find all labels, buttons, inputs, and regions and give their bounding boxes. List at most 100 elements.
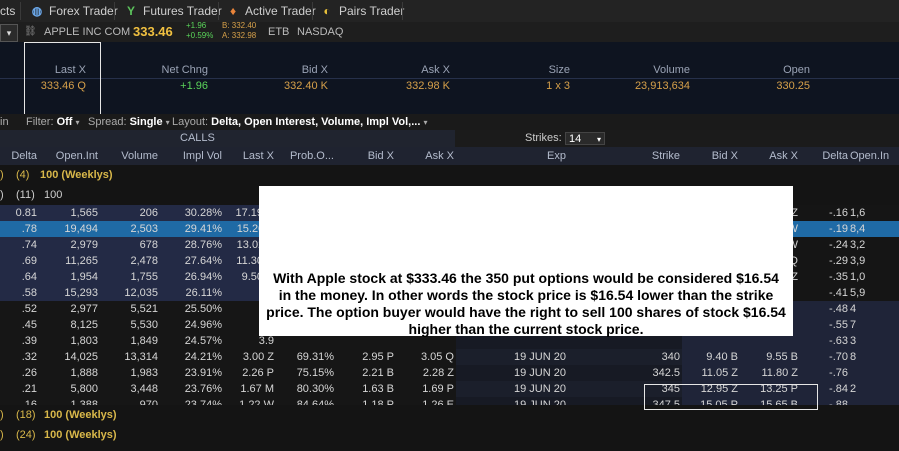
table-cell: 2,478 (130, 255, 158, 267)
col-put-ask[interactable]: Ask X (769, 150, 798, 162)
table-cell: 5,521 (130, 303, 158, 315)
table-cell: 3.05 Q (420, 351, 454, 363)
strikes-select[interactable]: 14 ▾ (565, 132, 605, 145)
table-cell: .26 (21, 367, 37, 379)
quote-header-bid: Bid X (301, 64, 328, 76)
chevron-down-icon: ▾ (423, 118, 428, 127)
table-cell: 5,800 (70, 383, 98, 395)
col-put-bid[interactable]: Bid X (711, 150, 738, 162)
table-row[interactable]: .39 1,803 1,849 24.57% 3.9 -.63 3 (0, 333, 899, 349)
table-cell: 9.55 B (766, 351, 798, 363)
col-put-delta[interactable]: Delta (822, 150, 848, 162)
symbol-dropdown[interactable]: ▾ (0, 24, 18, 42)
expand-icon: ) (0, 409, 4, 421)
table-cell: 4 (850, 303, 857, 315)
filter-bar: in Filter: Off ▾ Spread: Single ▾ Layout… (0, 114, 899, 131)
link-icon[interactable]: ⛓ (24, 26, 37, 37)
table-cell: 12.95 Z (700, 383, 738, 395)
col-strike[interactable]: Strike (651, 150, 680, 162)
table-cell (850, 365, 899, 381)
col-open-int[interactable]: Open.Int (55, 150, 98, 162)
col-call-ask[interactable]: Ask X (425, 150, 454, 162)
table-cell: 2.95 P (362, 351, 394, 363)
table-row[interactable]: .32 14,025 13,314 24.21% 3.00 Z 69.31% 2.95 P 3… (0, 349, 899, 365)
strikes-value: 14 (569, 133, 582, 145)
table-cell: 14,025 (64, 351, 98, 363)
col-exp[interactable]: Exp (547, 150, 566, 162)
table-cell: 13,314 (124, 351, 158, 363)
chevron-down-icon: ▾ (75, 118, 80, 127)
net-change-pct: +0.59% (186, 31, 214, 40)
quote-header-ask: Ask X (421, 64, 450, 76)
table-row[interactable]: .21 5,800 3,448 23.76% 1.67 M 80.30% 1.63 B 1.6… (0, 381, 899, 397)
table-cell: .69 (21, 255, 37, 267)
expiration-group[interactable]: ) (4) 100 (Weeklys) (0, 165, 899, 185)
table-cell: 2.26 P (242, 367, 274, 379)
table-cell: 29.41% (184, 223, 222, 235)
table-cell: 11,265 (65, 255, 98, 267)
col-last[interactable]: Last X (242, 150, 274, 162)
table-cell: -.16 (829, 207, 848, 219)
group-label: 100 (Weeklys) (44, 409, 117, 421)
table-cell: 24.96% (184, 319, 222, 331)
column-header-row: Delta Open.Int Volume Impl Vol Last X Pr… (0, 147, 899, 166)
table-row[interactable]: .26 1,888 1,983 23.91% 2.26 P 75.15% 2.21 B 2.2… (0, 365, 899, 381)
table-cell: 1,565 (70, 207, 98, 219)
globe-icon: ◍ (31, 4, 43, 18)
tab-products[interactable]: cts (0, 0, 15, 22)
bid-quote: B: 332.40 (222, 21, 257, 30)
spread-control[interactable]: Spread: Single ▾ (88, 114, 170, 130)
quote-header-size: Size (548, 64, 570, 76)
table-cell: -.48 (829, 303, 848, 315)
table-cell: -.35 (829, 271, 848, 283)
last-price: 333.46 (133, 24, 173, 39)
table-cell: 1.69 P (422, 383, 454, 395)
table-cell: 13.25 P (760, 383, 798, 395)
table-cell: 11.80 Z (761, 367, 799, 379)
expiration-group[interactable]: ) (24) 100 (Weeklys) (0, 425, 899, 445)
strikes-label: Strikes: (525, 132, 562, 144)
tab-label: Futures Trader (143, 4, 222, 18)
col-put-open-int[interactable]: Open.In (850, 150, 890, 162)
tab-label: cts (0, 4, 16, 18)
table-cell: 19,494 (64, 223, 98, 235)
tab-pairs-trader[interactable]: ◐ Pairs Trader (320, 0, 404, 22)
table-cell: 678 (139, 239, 158, 251)
table-cell: .52 (21, 303, 37, 315)
tab-forex-trader[interactable]: ◍ Forex Trader (30, 0, 118, 22)
expand-icon: ) (0, 169, 4, 181)
table-cell: 8,4 (850, 223, 866, 235)
col-delta[interactable]: Delta (11, 150, 37, 162)
col-volume[interactable]: Volume (121, 150, 158, 162)
col-call-bid[interactable]: Bid X (367, 150, 394, 162)
col-prob-otm[interactable]: Prob.O... (289, 150, 334, 162)
col-impl-vol[interactable]: Impl Vol (182, 150, 222, 162)
flame-icon: ♦ (229, 4, 237, 18)
filter-label: Filter: (26, 116, 54, 128)
symbol-bar: ▾ ⛓ APPLE INC COM 333.46 +1.96 +0.59% B:… (0, 21, 899, 42)
table-cell: 2,977 (70, 303, 98, 315)
spread-value: Single (129, 116, 163, 128)
tab-futures-trader[interactable]: Y Futures Trader (124, 0, 222, 22)
table-cell: .64 (21, 271, 37, 283)
pairs-icon: ◐ (323, 4, 331, 18)
table-cell: 27.64% (184, 255, 222, 267)
table-cell: 3 (850, 335, 857, 347)
tab-bar: cts ◍ Forex Trader Y Futures Trader ♦ Activ… (0, 0, 899, 23)
company-name: APPLE INC COM (44, 26, 131, 38)
filter-left-label: in (0, 116, 9, 128)
group-count: (11) (16, 189, 35, 201)
table-cell: 5,530 (130, 319, 158, 331)
table-cell: 1,954 (70, 271, 98, 283)
table-cell: 340 (661, 351, 680, 363)
quote-net-chng: +1.96 (180, 80, 208, 92)
table-cell: -.70 (829, 351, 848, 363)
filter-control[interactable]: Filter: Off ▾ (26, 114, 80, 130)
table-cell: -.41 (829, 287, 848, 299)
table-cell: -.29 (829, 255, 848, 267)
layout-control[interactable]: Layout: Delta, Open Interest, Volume, Im… (172, 114, 427, 130)
table-cell: 1,803 (70, 335, 98, 347)
expiration-group[interactable]: ) (18) 100 (Weeklys) (0, 405, 899, 425)
table-cell: 3,448 (130, 383, 158, 395)
tab-active-trader[interactable]: ♦ Active Trader (226, 0, 316, 22)
